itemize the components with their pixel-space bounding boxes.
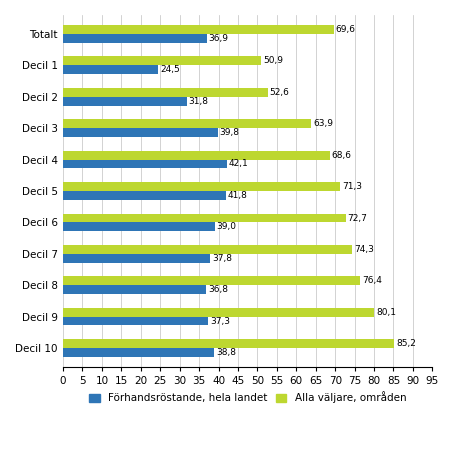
Text: 52,6: 52,6: [270, 88, 289, 97]
Text: 76,4: 76,4: [362, 276, 382, 286]
Bar: [63, 65, 158, 74]
Text: 63,9: 63,9: [313, 119, 333, 128]
Text: 69,6: 69,6: [336, 25, 355, 34]
Text: 72,7: 72,7: [348, 213, 367, 222]
Bar: [63, 308, 375, 317]
Text: 37,8: 37,8: [212, 254, 232, 263]
Text: 39,8: 39,8: [220, 128, 240, 137]
Text: 41,8: 41,8: [227, 191, 247, 200]
Bar: [63, 254, 210, 263]
Bar: [63, 339, 394, 348]
Text: 42,1: 42,1: [229, 159, 248, 168]
Bar: [63, 151, 330, 159]
Bar: [63, 128, 218, 137]
Text: 80,1: 80,1: [376, 308, 396, 317]
Bar: [63, 214, 345, 222]
Bar: [63, 276, 360, 285]
Text: 50,9: 50,9: [263, 56, 283, 65]
Text: 36,8: 36,8: [208, 285, 228, 294]
Text: 38,8: 38,8: [216, 348, 236, 357]
Text: 39,0: 39,0: [217, 222, 237, 232]
Bar: [63, 348, 214, 357]
Bar: [63, 159, 227, 168]
Text: 31,8: 31,8: [188, 97, 209, 106]
Text: 37,3: 37,3: [210, 316, 230, 326]
Text: 74,3: 74,3: [354, 245, 374, 254]
Bar: [63, 182, 340, 191]
Bar: [63, 245, 352, 254]
Bar: [63, 222, 215, 231]
Bar: [63, 25, 334, 34]
Bar: [63, 119, 311, 128]
Bar: [63, 97, 187, 105]
Text: 68,6: 68,6: [332, 151, 352, 160]
Legend: Förhandsröstande, hela landet, Alla väljare, områden: Förhandsröstande, hela landet, Alla välj…: [85, 387, 410, 408]
Bar: [63, 56, 261, 65]
Bar: [63, 317, 208, 326]
Bar: [63, 285, 206, 294]
Bar: [63, 191, 226, 200]
Bar: [63, 34, 207, 43]
Text: 24,5: 24,5: [160, 65, 180, 74]
Text: 36,9: 36,9: [208, 34, 228, 43]
Text: 85,2: 85,2: [396, 339, 416, 348]
Text: 71,3: 71,3: [342, 182, 362, 191]
Bar: [63, 88, 267, 97]
